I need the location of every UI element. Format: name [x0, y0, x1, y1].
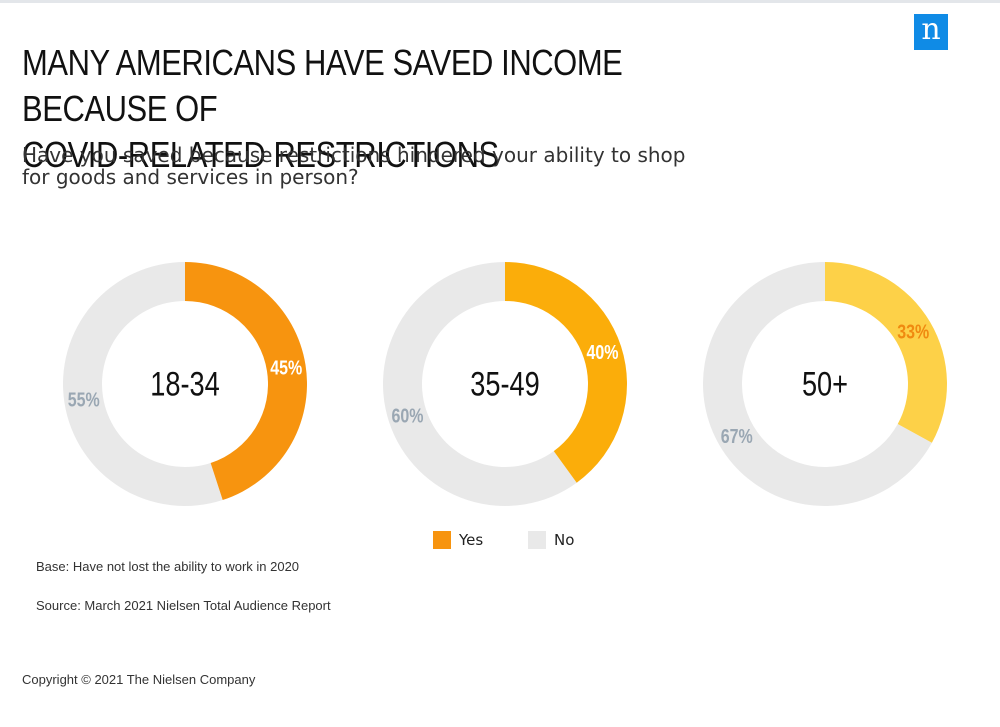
data-label-yes-1834: 45%: [270, 357, 302, 379]
legend-label-yes: Yes: [459, 531, 484, 549]
legend-label-no: No: [554, 531, 575, 549]
center-label-1834: 18-34: [150, 365, 220, 404]
data-label-yes-3549: 40%: [586, 341, 618, 363]
chart-subtitle-line-2: for goods and services in person?: [22, 165, 359, 189]
donut-3549: 35-49 40% 60%: [382, 262, 627, 506]
slice-no-3549: [382, 262, 577, 506]
slice-yes-1834: [185, 262, 308, 501]
donut-50: 50+ 33% 67%: [702, 262, 948, 506]
slice-no-1834: [63, 262, 223, 506]
data-label-no-1834: 55%: [68, 389, 100, 411]
nielsen-logo-icon: n: [914, 14, 948, 50]
center-label-50: 50+: [802, 365, 848, 404]
legend-item-yes: Yes: [433, 531, 483, 549]
donut-1834: 18-34 45% 55%: [63, 262, 308, 506]
data-label-yes-50: 33%: [897, 321, 929, 343]
center-label-3549: 35-49: [470, 365, 540, 404]
chart-subtitle: Have you saved because restrictions hind…: [22, 144, 742, 188]
slice-no-50: [702, 262, 932, 506]
legend-swatch-yes: [433, 531, 451, 549]
top-rule: [0, 0, 1000, 3]
copyright-note: Copyright © 2021 The Nielsen Company: [22, 672, 256, 687]
chart-title-line-2: COVID-RELATED RESTRICTIONS: [22, 134, 499, 175]
chart-title-line-1: MANY AMERICANS HAVE SAVED INCOME BECAUSE…: [22, 42, 623, 129]
base-note: Base: Have not lost the ability to work …: [36, 559, 300, 574]
chart-subtitle-line-1: Have you saved because restrictions hind…: [22, 143, 686, 167]
data-label-no-50: 67%: [721, 425, 753, 447]
legend-item-no: No: [528, 531, 574, 549]
slice-yes-50: [825, 262, 948, 443]
data-label-no-3549: 60%: [392, 405, 424, 427]
legend-swatch-no: [528, 531, 546, 549]
slice-yes-3549: [505, 262, 627, 483]
chart-title: MANY AMERICANS HAVE SAVED INCOME BECAUSE…: [22, 40, 676, 178]
source-note: Source: March 2021 Nielsen Total Audienc…: [36, 598, 331, 613]
